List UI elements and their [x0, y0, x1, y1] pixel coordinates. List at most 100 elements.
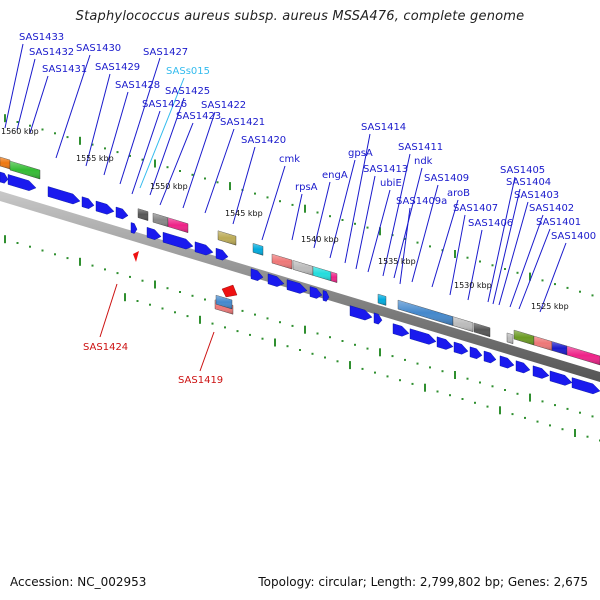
kbp-label: 1540 kbp	[301, 235, 339, 244]
callout-line	[329, 159, 356, 259]
gene-arrow	[95, 200, 115, 215]
kbp-tick	[336, 360, 339, 363]
callout-line	[492, 188, 521, 305]
feature-bar-shade	[378, 294, 386, 306]
kbp-tick	[16, 242, 19, 244]
kbp-tick	[361, 367, 364, 370]
callout-line	[498, 201, 529, 306]
callout-line	[182, 111, 216, 209]
kbp-tick	[404, 358, 406, 361]
feature-bar-shade	[313, 266, 331, 281]
gene-label-sas1413: SAS1413	[363, 164, 408, 175]
gene-arrow	[130, 222, 138, 234]
accession-text: Accession: NC_002953	[10, 575, 147, 589]
kbp-tick	[29, 245, 31, 248]
kbp-tick	[416, 362, 419, 365]
kbp-tick	[424, 383, 426, 392]
kbp-tick	[54, 253, 56, 256]
kbp-tick	[479, 381, 481, 384]
kbp-tick	[479, 260, 481, 263]
gene-arrow	[7, 174, 37, 191]
gene-label-sas1422: SAS1422	[201, 100, 246, 111]
kbp-tick	[436, 390, 439, 393]
callout-line	[518, 228, 551, 310]
gene-arrow	[515, 360, 531, 374]
kbp-tick	[154, 280, 156, 289]
gene-label-arob: aroB	[447, 188, 470, 199]
kbp-tick	[579, 411, 581, 414]
kbp-tick	[329, 215, 331, 218]
kbp-tick	[229, 182, 231, 191]
callout-line	[382, 153, 411, 277]
kbp-tick	[179, 170, 181, 172]
kbp-tick	[416, 241, 419, 244]
kbp-tick	[41, 249, 44, 252]
gene-arrow	[322, 290, 330, 302]
kbp-tick	[66, 136, 69, 139]
gene-label-sas1432: SAS1432	[29, 47, 74, 58]
feature-bar-shade	[293, 260, 313, 276]
kbp-tick	[141, 279, 144, 282]
kbp-tick	[174, 311, 176, 314]
kbp-label: 1555 kbp	[76, 154, 114, 163]
kbp-tick	[166, 287, 169, 290]
gene-labels: SAS1433 SAS1432 SAS1431 SAS1430 SAS1429 …	[19, 32, 596, 386]
gene-arrow	[409, 328, 437, 345]
kbp-tick	[499, 406, 501, 415]
kbp-tick	[504, 268, 506, 270]
kbp-tick	[404, 237, 406, 240]
feature-bars	[0, 156, 600, 366]
feature-bar-shade	[10, 161, 40, 180]
kbp-tick	[541, 279, 544, 282]
callout-line	[539, 242, 567, 313]
callout-line	[29, 75, 49, 134]
kbp-tick	[491, 385, 494, 388]
kbp-tick	[429, 366, 431, 369]
callout-line	[399, 207, 411, 285]
kbp-tick	[304, 325, 306, 334]
kbp-tick	[166, 166, 169, 169]
feature-bar-shade	[552, 341, 567, 356]
kbp-tick	[91, 143, 94, 146]
kbp-tick	[536, 420, 539, 423]
kbp-tick	[254, 313, 256, 316]
kbp-tick	[554, 404, 556, 407]
gene-label-sass015: SASs015	[166, 66, 210, 77]
kbp-tick	[391, 355, 394, 358]
callout-line	[431, 199, 459, 288]
callout-line	[355, 175, 376, 270]
gene-arrow	[436, 336, 454, 350]
callout-line	[103, 91, 129, 176]
kbp-tick	[566, 286, 569, 289]
gene-arrow	[483, 350, 497, 364]
kbp-tick	[129, 275, 131, 278]
kbp-tick	[316, 211, 319, 214]
gene-arrow	[0, 171, 9, 184]
kbp-tick	[29, 124, 31, 127]
gene-label-sas1411: SAS1411	[398, 142, 443, 153]
kbp-tick	[124, 293, 126, 302]
feature-bar-shade	[453, 316, 473, 332]
kbp-tick	[179, 291, 181, 293]
kbp-tick	[149, 303, 151, 306]
gene-arrow	[81, 196, 95, 209]
gene-arrow	[499, 355, 515, 369]
feature-bar-shade	[534, 336, 552, 351]
kbp-tick	[529, 393, 531, 402]
kbp-tick	[311, 352, 314, 355]
feature-bar-shade	[474, 322, 490, 337]
kbp-tick	[379, 348, 381, 357]
kbp-tick	[449, 394, 451, 397]
gene-arrow	[162, 231, 194, 250]
kbp-tick	[266, 317, 269, 320]
kbp-tick	[104, 147, 106, 150]
kbp-tick	[291, 324, 294, 327]
gene-label-gpsa: gpsA	[348, 148, 373, 159]
kbp-tick	[291, 203, 294, 206]
feature-bar-shade	[0, 157, 10, 170]
kbp-tick	[466, 377, 469, 380]
kbp-tick	[199, 315, 201, 324]
kbp-tick	[329, 336, 331, 339]
feature-bar-shade	[331, 271, 337, 283]
callout-line	[509, 214, 544, 308]
